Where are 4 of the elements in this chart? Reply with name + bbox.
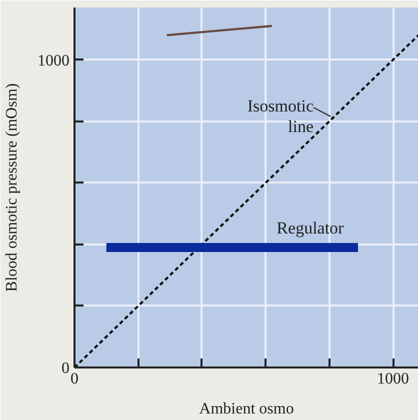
annotation: Isosmotic line bbox=[247, 96, 314, 136]
annotation: Regulator bbox=[276, 218, 344, 238]
y-axis-title: Blood osmotic pressure (mOsm) bbox=[4, 83, 20, 292]
x-axis-title: Ambient osmo bbox=[199, 400, 294, 418]
